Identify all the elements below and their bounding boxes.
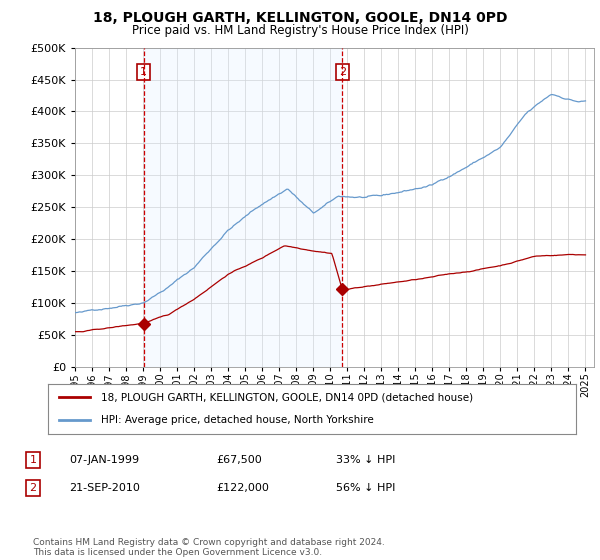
Text: HPI: Average price, detached house, North Yorkshire: HPI: Average price, detached house, Nort… (101, 416, 374, 426)
Text: 18, PLOUGH GARTH, KELLINGTON, GOOLE, DN14 0PD: 18, PLOUGH GARTH, KELLINGTON, GOOLE, DN1… (93, 11, 507, 25)
Text: 21-SEP-2010: 21-SEP-2010 (69, 483, 140, 493)
Text: 1: 1 (140, 67, 147, 77)
Text: 56% ↓ HPI: 56% ↓ HPI (336, 483, 395, 493)
Text: 1: 1 (29, 455, 37, 465)
Text: Price paid vs. HM Land Registry's House Price Index (HPI): Price paid vs. HM Land Registry's House … (131, 24, 469, 36)
Text: 2: 2 (339, 67, 346, 77)
Text: 07-JAN-1999: 07-JAN-1999 (69, 455, 139, 465)
Text: 33% ↓ HPI: 33% ↓ HPI (336, 455, 395, 465)
Text: £122,000: £122,000 (216, 483, 269, 493)
Bar (143, 48, 343, 367)
Text: Contains HM Land Registry data © Crown copyright and database right 2024.
This d: Contains HM Land Registry data © Crown c… (33, 538, 385, 557)
Text: £67,500: £67,500 (216, 455, 262, 465)
Text: 2: 2 (29, 483, 37, 493)
Text: 18, PLOUGH GARTH, KELLINGTON, GOOLE, DN14 0PD (detached house): 18, PLOUGH GARTH, KELLINGTON, GOOLE, DN1… (101, 392, 473, 402)
